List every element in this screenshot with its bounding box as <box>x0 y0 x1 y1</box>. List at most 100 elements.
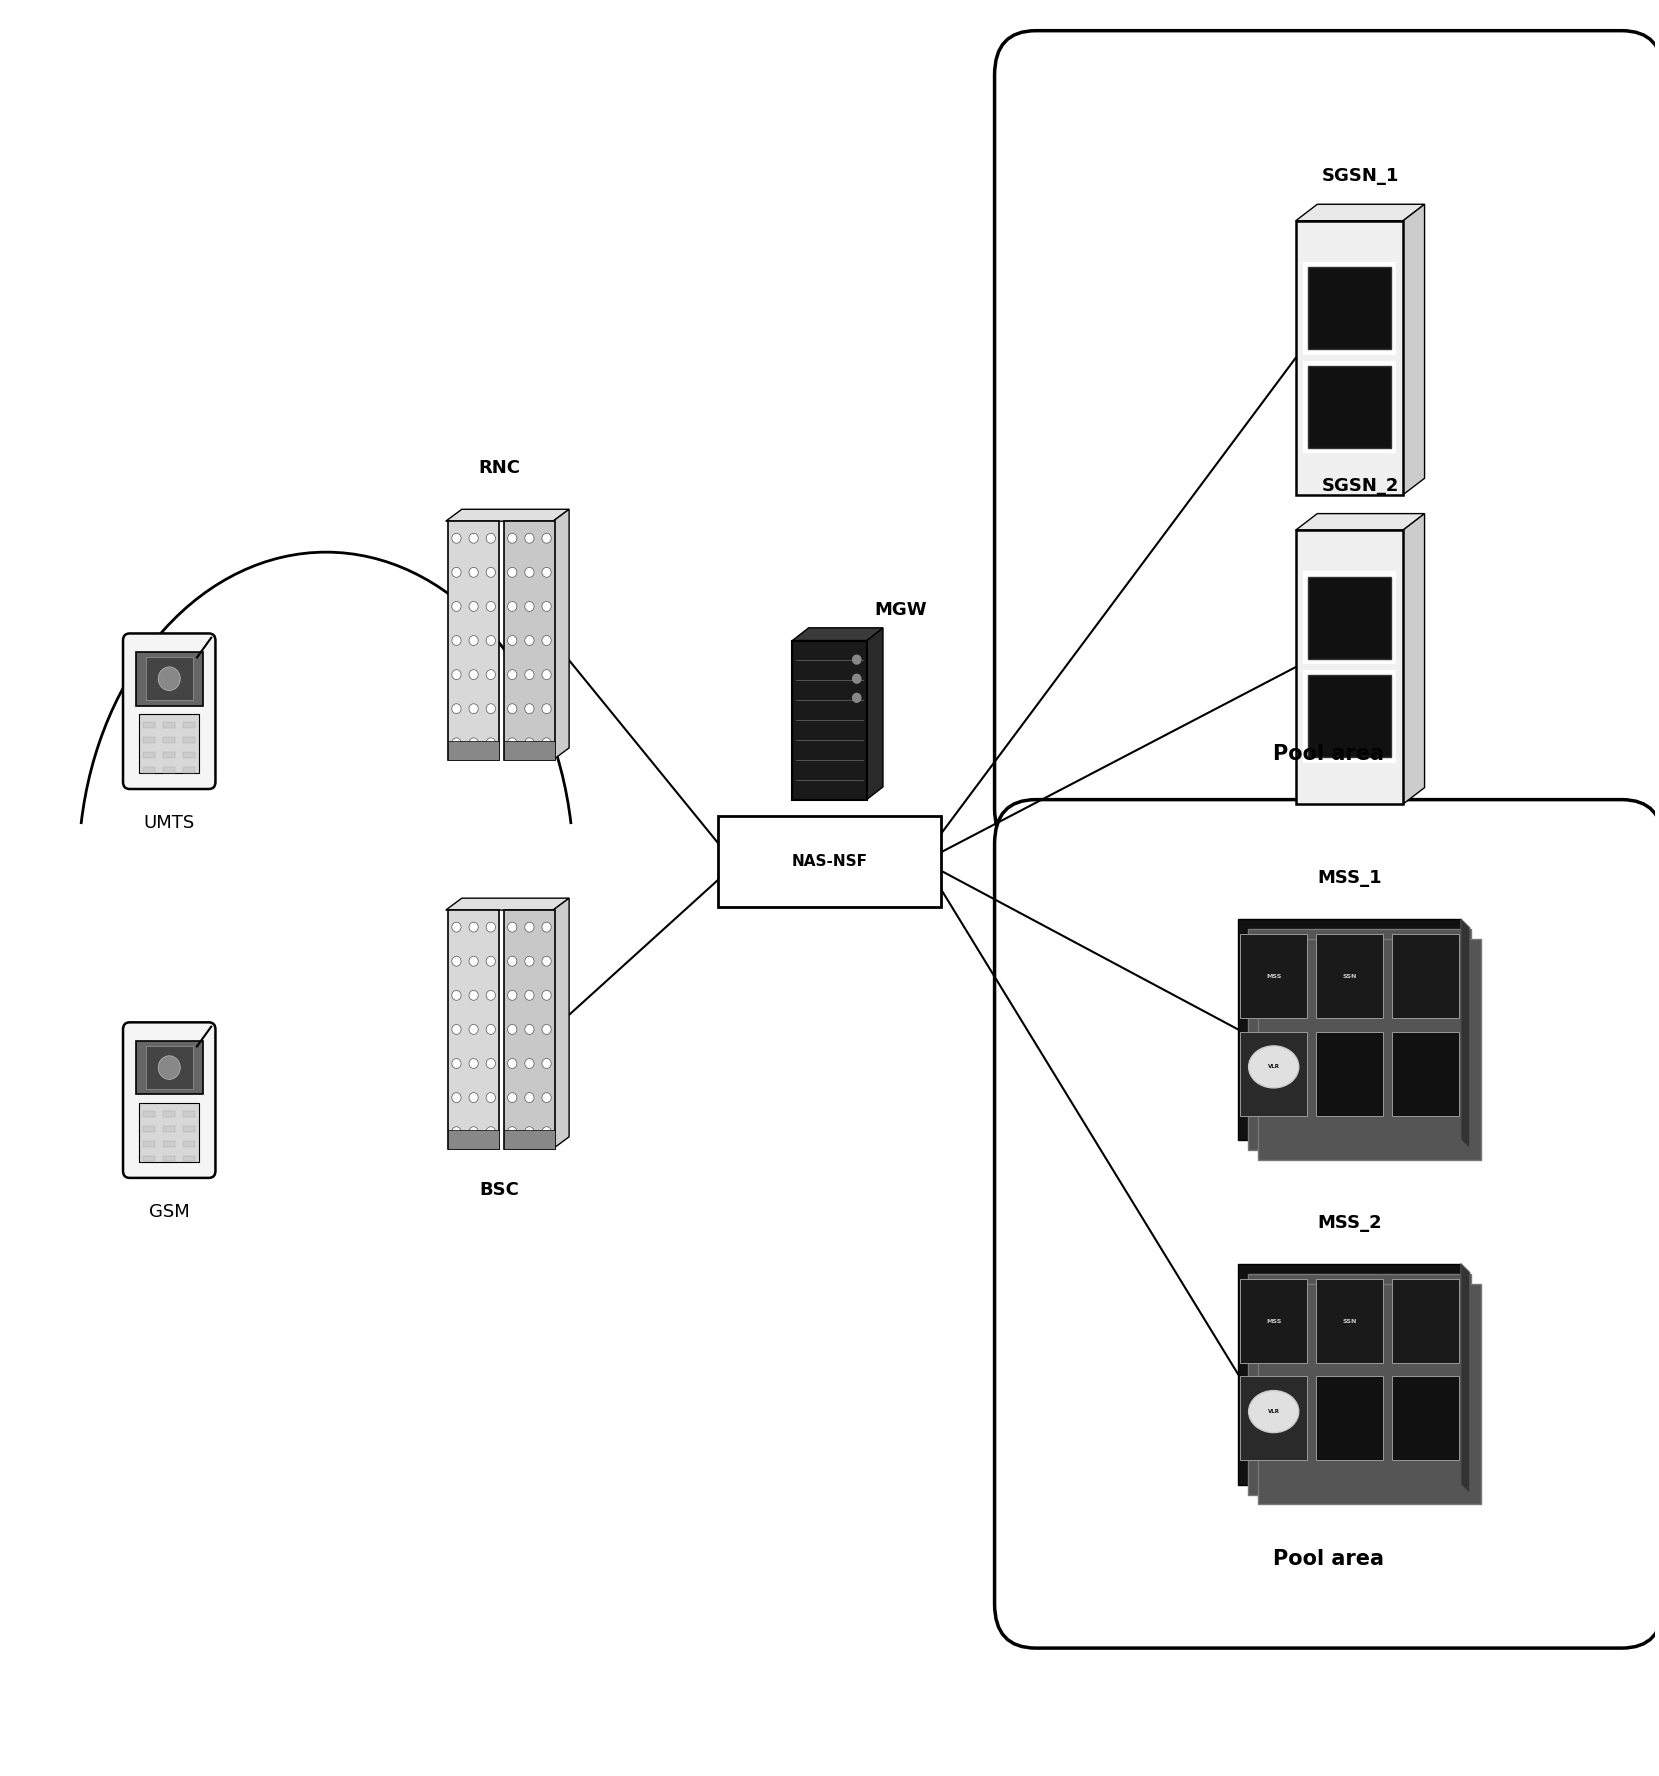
Circle shape <box>486 567 496 577</box>
Circle shape <box>451 1025 461 1034</box>
Polygon shape <box>1404 204 1425 496</box>
Circle shape <box>469 1092 478 1103</box>
Circle shape <box>853 655 861 664</box>
Circle shape <box>853 693 861 702</box>
Circle shape <box>508 991 518 1000</box>
Circle shape <box>542 703 551 714</box>
Circle shape <box>451 991 461 1000</box>
Bar <box>1248 929 1472 1149</box>
Text: MSS_2: MSS_2 <box>1317 1213 1382 1233</box>
Circle shape <box>508 737 518 748</box>
Circle shape <box>469 670 478 680</box>
Bar <box>182 767 196 773</box>
Circle shape <box>469 955 478 966</box>
Circle shape <box>469 991 478 1000</box>
Circle shape <box>524 922 534 932</box>
Circle shape <box>508 567 518 577</box>
Text: SSN: SSN <box>1342 973 1357 979</box>
Circle shape <box>542 955 551 966</box>
Bar <box>504 1130 556 1149</box>
Circle shape <box>451 1058 461 1069</box>
Text: SGSN_1: SGSN_1 <box>1322 167 1399 185</box>
Polygon shape <box>552 510 569 760</box>
Bar <box>1392 934 1458 1018</box>
Bar <box>182 1156 196 1162</box>
Circle shape <box>524 670 534 680</box>
Circle shape <box>542 922 551 932</box>
Circle shape <box>469 602 478 611</box>
FancyBboxPatch shape <box>994 799 1659 1648</box>
Circle shape <box>508 1025 518 1034</box>
FancyBboxPatch shape <box>123 634 216 789</box>
Circle shape <box>542 1058 551 1069</box>
Circle shape <box>469 567 478 577</box>
Bar <box>1316 1032 1384 1115</box>
Circle shape <box>486 922 496 932</box>
Circle shape <box>486 703 496 714</box>
Circle shape <box>524 1126 534 1137</box>
Circle shape <box>508 955 518 966</box>
Text: VLR: VLR <box>1267 1408 1279 1414</box>
Bar <box>1302 361 1397 453</box>
Bar <box>163 737 176 742</box>
Circle shape <box>451 602 461 611</box>
Bar <box>182 1140 196 1147</box>
Circle shape <box>451 703 461 714</box>
Circle shape <box>508 703 518 714</box>
Circle shape <box>542 567 551 577</box>
Bar <box>1307 366 1392 448</box>
Text: VLR: VLR <box>1267 1064 1279 1069</box>
Circle shape <box>542 636 551 645</box>
Circle shape <box>508 602 518 611</box>
Circle shape <box>486 1092 496 1103</box>
Circle shape <box>524 636 534 645</box>
Bar <box>163 1126 176 1131</box>
Circle shape <box>524 955 534 966</box>
Circle shape <box>158 1055 181 1080</box>
Circle shape <box>486 670 496 680</box>
Circle shape <box>524 991 534 1000</box>
Circle shape <box>158 666 181 691</box>
Bar <box>1316 1376 1384 1460</box>
Bar <box>1302 670 1397 762</box>
Bar <box>1238 918 1462 1140</box>
Circle shape <box>542 1025 551 1034</box>
Circle shape <box>542 737 551 748</box>
Bar <box>182 751 196 758</box>
Polygon shape <box>1296 204 1425 220</box>
Circle shape <box>524 1025 534 1034</box>
Polygon shape <box>1462 1265 1470 1494</box>
Circle shape <box>524 567 534 577</box>
Text: SGSN_2: SGSN_2 <box>1322 476 1399 496</box>
Polygon shape <box>1462 918 1470 1149</box>
Circle shape <box>486 636 496 645</box>
Bar <box>448 520 499 760</box>
Bar <box>163 1140 176 1147</box>
Bar <box>182 1112 196 1117</box>
Bar <box>143 737 156 742</box>
Circle shape <box>853 675 861 684</box>
Bar <box>143 751 156 758</box>
Circle shape <box>542 602 551 611</box>
Bar <box>448 741 499 760</box>
Bar <box>1241 934 1307 1018</box>
Circle shape <box>542 670 551 680</box>
Text: GSM: GSM <box>149 1202 189 1220</box>
Bar <box>1392 1279 1458 1362</box>
Text: RNC: RNC <box>478 458 521 478</box>
Circle shape <box>508 1092 518 1103</box>
Polygon shape <box>866 627 883 799</box>
FancyBboxPatch shape <box>123 1023 216 1177</box>
Bar <box>143 1156 156 1162</box>
Bar <box>143 767 156 773</box>
Bar <box>1392 1032 1458 1115</box>
Circle shape <box>486 1025 496 1034</box>
Circle shape <box>508 636 518 645</box>
Circle shape <box>486 737 496 748</box>
Circle shape <box>469 1126 478 1137</box>
Bar <box>136 652 202 705</box>
Bar <box>448 909 499 1149</box>
Polygon shape <box>446 510 569 520</box>
Text: MSS: MSS <box>1266 973 1281 979</box>
Bar <box>718 815 941 908</box>
